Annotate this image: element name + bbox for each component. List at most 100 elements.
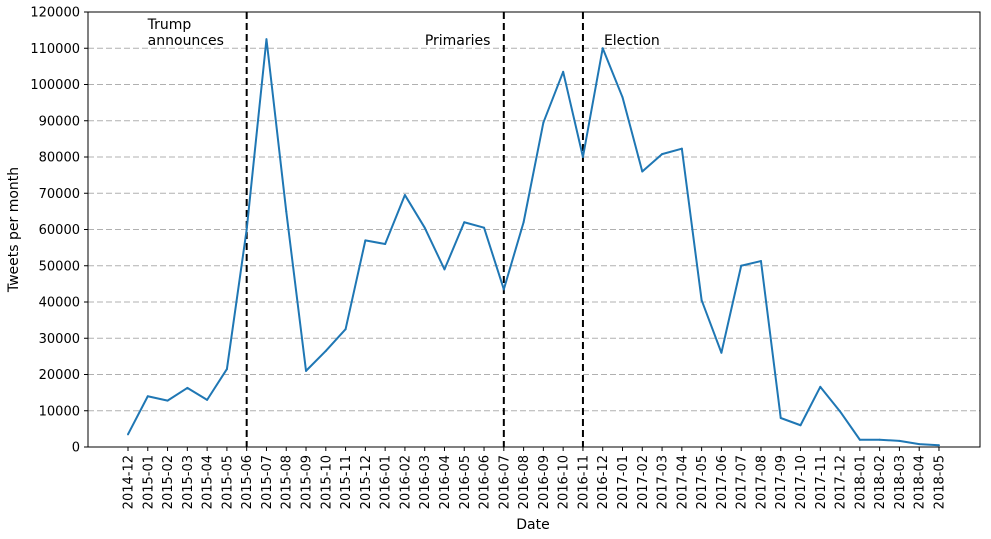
data-point (661, 153, 664, 156)
event-annotation: Election (604, 33, 660, 49)
y-tick-label: 0 (72, 441, 80, 456)
data-point (700, 299, 703, 302)
x-tick-label: 2015-10 (319, 455, 334, 509)
x-tick-label: 2015-07 (260, 455, 275, 509)
x-tick-label: 2014-12 (122, 455, 137, 509)
x-tick-label: 2016-08 (517, 455, 532, 509)
x-tick-label: 2017-11 (814, 455, 829, 509)
data-point (680, 147, 683, 150)
data-point (839, 410, 842, 413)
x-tick-label: 2015-12 (359, 455, 374, 509)
x-tick-label: 2017-09 (774, 455, 789, 509)
x-tick-label: 2018-02 (873, 455, 888, 509)
series-points (127, 38, 940, 447)
y-tick-label: 50000 (39, 259, 80, 274)
y-tick-label: 90000 (39, 114, 80, 129)
x-tick-label: 2015-02 (161, 455, 176, 509)
data-point (740, 264, 743, 267)
x-tick-label: 2017-06 (715, 455, 730, 509)
x-tick-label: 2017-05 (695, 455, 710, 509)
data-point (344, 328, 347, 331)
data-point (225, 368, 228, 371)
x-tick-label: 2017-04 (675, 455, 690, 509)
x-tick-label: 2018-04 (913, 455, 928, 509)
data-point (483, 226, 486, 229)
x-tick-label: 2016-09 (537, 455, 552, 509)
x-tick-label: 2018-03 (893, 455, 908, 509)
data-point (166, 399, 169, 402)
x-tick-label: 2015-11 (339, 455, 354, 509)
x-tick-label: 2016-06 (478, 455, 493, 509)
data-point (562, 70, 565, 73)
data-point (127, 433, 129, 436)
grid-lines (88, 47, 980, 412)
plot-frame (87, 11, 981, 448)
x-tick-label: 2017-03 (656, 455, 671, 509)
y-tick-label: 60000 (39, 223, 80, 238)
y-tick-label: 120000 (30, 6, 80, 21)
data-point (918, 443, 921, 446)
event-annotation: Trump (147, 17, 192, 33)
data-point (423, 226, 426, 229)
x-tick-label: 2015-05 (220, 455, 235, 509)
y-tick-label: 40000 (39, 296, 80, 311)
event-annotation: announces (148, 33, 224, 49)
x-axis: 2014-12 2015-01 2015-02 2015-03 2015-04 2015-… (122, 447, 947, 509)
data-point (324, 349, 327, 352)
data-point (898, 439, 901, 442)
y-tick-label: 80000 (39, 151, 80, 166)
x-tick-label: 2015-09 (300, 455, 315, 509)
data-point (720, 351, 723, 354)
y-tick-label: 10000 (39, 404, 80, 419)
data-point (146, 395, 149, 398)
x-axis-label: Date (516, 517, 549, 533)
x-tick-label: 2016-05 (458, 455, 473, 509)
data-point (502, 288, 505, 291)
x-tick-label: 2016-04 (438, 455, 453, 509)
data-point (641, 170, 644, 173)
x-tick-label: 2016-01 (379, 455, 394, 509)
y-tick-label: 30000 (39, 332, 80, 347)
x-tick-label: 2015-04 (201, 455, 216, 509)
x-tick-label: 2018-05 (932, 455, 947, 509)
data-point (305, 369, 308, 372)
x-tick-label: 2017-07 (735, 455, 750, 509)
data-point (443, 268, 446, 271)
x-tick-label: 2017-08 (754, 455, 769, 509)
x-tick-label: 2017-01 (616, 455, 631, 509)
data-point (759, 260, 762, 263)
data-point (364, 239, 367, 242)
data-point (245, 228, 248, 231)
data-point (403, 194, 406, 197)
x-tick-label: 2016-12 (596, 455, 611, 509)
x-tick-label: 2018-01 (853, 455, 868, 509)
data-point (265, 38, 268, 41)
data-point (799, 424, 802, 427)
x-tick-label: 2017-10 (794, 455, 809, 509)
data-point (858, 438, 861, 441)
x-tick-label: 2017-02 (636, 455, 651, 509)
data-point (463, 221, 466, 224)
y-tick-label: 20000 (39, 368, 80, 383)
y-tick-label: 110000 (30, 42, 80, 57)
data-point (937, 444, 940, 447)
data-point (581, 156, 584, 158)
x-tick-label: 2016-10 (557, 455, 572, 509)
data-point (186, 386, 189, 389)
data-point (206, 398, 209, 401)
data-point (384, 243, 387, 245)
x-tick-label: 2015-01 (141, 455, 156, 509)
data-point (601, 47, 604, 50)
data-point (542, 121, 545, 124)
x-tick-label: 2016-03 (418, 455, 433, 509)
data-point (819, 385, 822, 388)
x-tick-label: 2015-06 (240, 455, 255, 509)
data-point (522, 221, 525, 224)
x-tick-label: 2015-08 (280, 455, 295, 509)
x-tick-label: 2017-12 (834, 455, 849, 509)
event-annotation: Primaries (425, 33, 491, 49)
data-point (878, 438, 881, 441)
x-tick-label: 2015-03 (181, 455, 196, 509)
